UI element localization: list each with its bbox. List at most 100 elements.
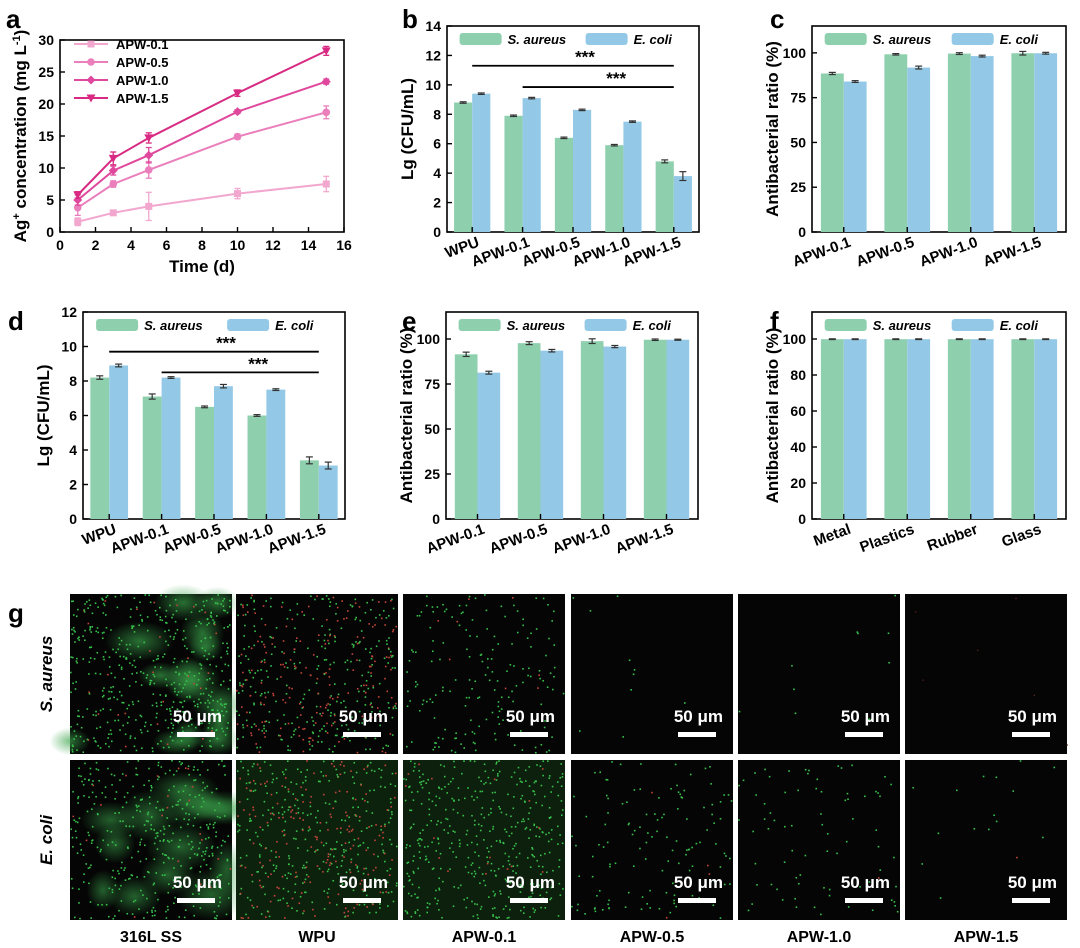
cell-dot <box>74 830 77 833</box>
cell-dot <box>73 738 75 740</box>
cell-dot <box>89 604 92 607</box>
cell-dot <box>122 820 124 823</box>
cell-dot <box>443 829 446 831</box>
cell-dot <box>437 842 440 845</box>
cell-dot <box>428 813 431 816</box>
cell-dot <box>76 723 79 726</box>
cell-dot <box>710 783 712 785</box>
cell-dot <box>330 816 333 818</box>
cell-dot <box>322 775 325 777</box>
cell-dot <box>378 682 381 685</box>
cell-dot <box>120 668 123 670</box>
cell-dot <box>140 731 143 734</box>
cell-dot <box>449 868 451 870</box>
cell-dot <box>312 720 314 722</box>
cell-dot <box>385 617 388 619</box>
cell-dot <box>167 644 170 646</box>
cell-dot <box>71 748 74 751</box>
y-tick-label: 4 <box>69 442 77 458</box>
cell-dot <box>193 700 195 703</box>
cell-dot <box>114 676 116 679</box>
cell-dot <box>260 886 263 889</box>
cell-dot <box>258 879 261 882</box>
cell-dot <box>173 681 176 684</box>
cell-dot <box>343 765 345 767</box>
cell-dot <box>265 730 267 732</box>
cell-dot <box>145 820 148 822</box>
cell-dot <box>504 828 506 831</box>
cell-dot <box>212 645 215 647</box>
cell-dot <box>88 599 91 602</box>
cell-dot <box>120 666 123 669</box>
cell-dot <box>426 911 428 914</box>
cell-dot <box>119 749 122 752</box>
cell-dot <box>317 665 320 667</box>
cell-dot <box>287 745 289 747</box>
cell-dot <box>293 648 296 650</box>
cell-dot <box>754 772 756 774</box>
cell-dot <box>291 865 294 867</box>
cell-dot <box>166 905 169 908</box>
cell-dot <box>295 783 298 785</box>
micrograph-cells <box>738 764 899 916</box>
cell-dot <box>352 889 355 892</box>
cell-dot <box>316 595 318 598</box>
cell-dot <box>90 646 93 648</box>
cell-dot <box>333 848 336 850</box>
cell-dot <box>275 851 277 853</box>
cell-dot <box>303 693 306 696</box>
cell-dot <box>540 784 543 787</box>
cell-dot <box>112 648 114 651</box>
cell-dot <box>463 747 466 749</box>
cell-dot <box>112 917 115 920</box>
cell-dot <box>293 651 296 653</box>
cell-dot <box>267 691 270 694</box>
cell-dot <box>354 814 357 817</box>
cell-dot <box>363 684 365 687</box>
cell-dot <box>633 789 636 791</box>
cell-dot <box>122 655 125 658</box>
panel-label-d: d <box>8 306 24 336</box>
cell-dot <box>136 876 138 878</box>
cell-dot <box>134 737 136 740</box>
cell-dot <box>654 813 656 815</box>
cell-dot <box>450 780 452 783</box>
cell-dot <box>199 826 202 829</box>
cell-dot <box>459 884 462 887</box>
cell-dot <box>665 916 668 919</box>
cell-dot <box>1053 766 1056 769</box>
cell-dot <box>108 887 111 890</box>
cell-dot <box>121 806 124 809</box>
bar-s-aureus <box>884 339 908 519</box>
cell-dot <box>260 913 263 915</box>
cell-dot <box>103 694 105 697</box>
cell-dot <box>298 735 301 737</box>
cell-dot <box>695 842 698 845</box>
cell-dot <box>323 908 326 910</box>
cell-dot <box>189 794 191 796</box>
cell-dot <box>410 826 413 829</box>
cell-dot <box>537 687 539 689</box>
cell-dot <box>386 881 389 884</box>
cell-dot <box>281 813 284 816</box>
cell-dot <box>473 824 476 826</box>
cell-dot <box>343 700 345 702</box>
cell-dot <box>428 792 431 794</box>
cell-dot <box>428 903 431 905</box>
cell-dot <box>104 742 107 745</box>
cell-dot <box>112 686 114 688</box>
cell-dot <box>110 733 113 735</box>
cell-dot <box>348 816 351 819</box>
cell-dot <box>369 789 371 792</box>
cell-dot <box>91 625 93 628</box>
cell-dot <box>169 604 171 607</box>
significance-label: *** <box>216 334 236 353</box>
cell-dot <box>263 761 266 763</box>
cell-dot <box>326 892 329 894</box>
cell-dot <box>683 702 686 704</box>
cell-dot <box>83 795 85 797</box>
cell-dot <box>219 816 221 819</box>
cell-dot <box>560 800 563 802</box>
cell-dot <box>153 601 156 604</box>
cell-dot <box>139 614 142 617</box>
